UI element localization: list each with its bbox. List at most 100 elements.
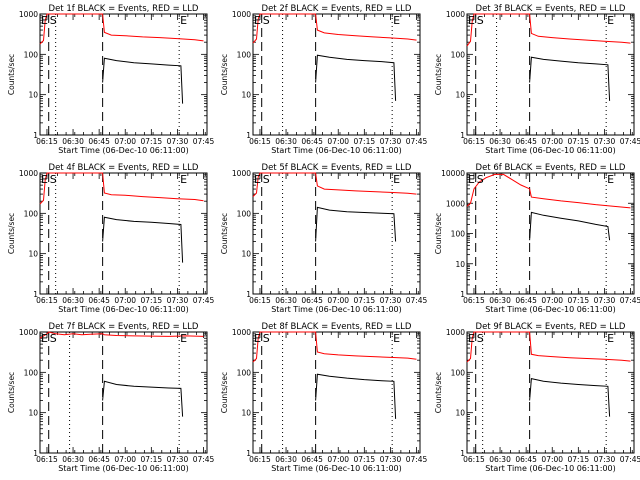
x-tick-label: 07:15 [141, 137, 163, 146]
x-tick-label: 07:00 [114, 455, 136, 464]
x-axis-label: Start Time (06-Dec-10 06:11:00) [485, 146, 616, 155]
x-tick-label: 06:15 [36, 455, 58, 464]
x-tick-label: 06:30 [275, 455, 297, 464]
panel-det-6: Det 6f BLACK = Events, RED = LLD 1 10 100 10… [434, 163, 640, 314]
x-tick-label: 07:15 [354, 296, 376, 305]
y-tick-label: 1000 [19, 10, 38, 19]
x-tick-label: 07:15 [354, 455, 376, 464]
panel-det-8: Det 8f BLACK = Events, RED = LLD 1 10 100 10… [220, 322, 428, 473]
panel-det-9: Det 9f BLACK = Events, RED = LLD 1 10 100 10… [434, 322, 640, 473]
series-line-events [102, 57, 184, 104]
y-tick-label: 10000 [441, 169, 465, 178]
series-line-lld [252, 331, 417, 363]
x-axis: 06:15 06:30 06:45 07:00 07:15 07:30 07:45 [463, 332, 640, 464]
x-tick-label: 06:45 [88, 455, 110, 464]
time-marker-e: E [180, 332, 187, 345]
series-line-lld [466, 173, 631, 209]
time-marker-e: E [607, 173, 614, 186]
series-line-lld [252, 172, 417, 197]
plot-frame [39, 13, 208, 136]
time-marker-e: E [393, 14, 400, 27]
x-tick-label: 06:30 [275, 137, 297, 146]
x-tick-label: 07:00 [541, 455, 563, 464]
time-marker-e: E [393, 332, 400, 345]
x-tick-label: 06:15 [249, 455, 271, 464]
x-tick-label: 07:30 [594, 296, 616, 305]
x-tick-label: 06:15 [36, 137, 58, 146]
series-line-events [315, 206, 397, 242]
x-tick-label: 06:30 [275, 296, 297, 305]
plot-frame [466, 331, 635, 454]
y-tick-label: 1 [33, 290, 38, 299]
x-tick-label: 06:15 [36, 296, 58, 305]
series-line-events [315, 373, 397, 419]
y-tick-label: 1000 [19, 328, 38, 337]
series-line-lld [466, 331, 631, 363]
x-tick-label: 06:45 [301, 296, 323, 305]
y-tick-label: 1000 [446, 10, 465, 19]
panel-det-4: Det 4f BLACK = Events, RED = LLD 1 10 100 10… [7, 163, 215, 314]
time-marker-e: E [607, 332, 614, 345]
y-tick-label: 100 [237, 50, 252, 59]
time-marker-s: S [263, 14, 270, 27]
time-marker-s: S [263, 332, 270, 345]
y-tick-label: 1 [460, 449, 465, 458]
x-axis-label: Start Time (06-Dec-10 06:11:00) [58, 305, 189, 314]
time-marker-e: E [468, 332, 475, 345]
y-tick-label: 100 [237, 368, 252, 377]
y-tick-label: 1 [460, 290, 465, 299]
y-axis: 1 10 100 1000 [19, 10, 207, 140]
time-marker-s: S [50, 173, 57, 186]
plot-frame [466, 13, 635, 136]
x-axis: 06:15 06:30 06:45 07:00 07:15 07:30 07:45 [463, 173, 640, 305]
x-axis: 06:15 06:30 06:45 07:00 07:15 07:30 07:45 [249, 14, 428, 146]
time-marker-e: E [468, 14, 475, 27]
y-axis: 1 10 100 1000 10000 [441, 169, 634, 299]
y-tick-label: 10 [241, 409, 251, 418]
y-axis-label: Counts/sec [220, 213, 229, 254]
panel-title: Det 5f BLACK = Events, RED = LLD [262, 163, 412, 173]
time-marker-e: E [254, 173, 261, 186]
x-tick-label: 06:15 [463, 455, 485, 464]
panel-det-7: Det 7f BLACK = Events, RED = LLD 1 10 100 10… [7, 322, 215, 473]
x-axis: 06:15 06:30 06:45 07:00 07:15 07:30 07:45 [249, 173, 428, 305]
panel-title: Det 8f BLACK = Events, RED = LLD [262, 322, 412, 332]
panel-title: Det 6f BLACK = Events, RED = LLD [476, 163, 626, 173]
x-tick-label: 07:30 [594, 455, 616, 464]
plot-frame [252, 172, 421, 295]
x-tick-label: 06:15 [463, 137, 485, 146]
time-marker-e: E [41, 332, 48, 345]
x-tick-label: 07:15 [568, 137, 590, 146]
x-axis-label: Start Time (06-Dec-10 06:11:00) [485, 305, 616, 314]
y-tick-label: 1000 [232, 169, 251, 178]
x-axis: 06:15 06:30 06:45 07:00 07:15 07:30 07:45 [463, 14, 640, 146]
x-tick-label: 07:00 [114, 296, 136, 305]
y-axis-label: Counts/sec [434, 372, 443, 413]
y-tick-label: 1 [460, 131, 465, 140]
x-tick-label: 07:15 [141, 296, 163, 305]
time-marker-s: S [50, 14, 57, 27]
y-tick-label: 100 [24, 368, 39, 377]
x-tick-label: 06:45 [515, 455, 537, 464]
panel-det-1: Det 1f BLACK = Events, RED = LLD 1 10 100 10… [7, 4, 215, 155]
time-marker-e: E [41, 14, 48, 27]
x-tick-label: 07:15 [354, 137, 376, 146]
time-marker-e: E [468, 173, 475, 186]
x-tick-label: 07:15 [141, 455, 163, 464]
x-axis-label: Start Time (06-Dec-10 06:11:00) [58, 464, 189, 473]
x-tick-label: 07:30 [380, 137, 402, 146]
x-tick-label: 07:30 [380, 455, 402, 464]
x-tick-label: 06:30 [62, 296, 84, 305]
time-marker-e: E [393, 173, 400, 186]
x-axis-label: Start Time (06-Dec-10 06:11:00) [58, 146, 189, 155]
y-tick-label: 1000 [446, 328, 465, 337]
y-tick-label: 1000 [232, 10, 251, 19]
x-tick-label: 06:15 [463, 296, 485, 305]
y-tick-label: 100 [237, 209, 252, 218]
panel-title: Det 4f BLACK = Events, RED = LLD [49, 163, 199, 173]
x-tick-label: 07:30 [594, 137, 616, 146]
y-tick-label: 10 [455, 260, 465, 269]
x-tick-label: 07:45 [193, 296, 215, 305]
x-tick-label: 07:30 [167, 455, 189, 464]
